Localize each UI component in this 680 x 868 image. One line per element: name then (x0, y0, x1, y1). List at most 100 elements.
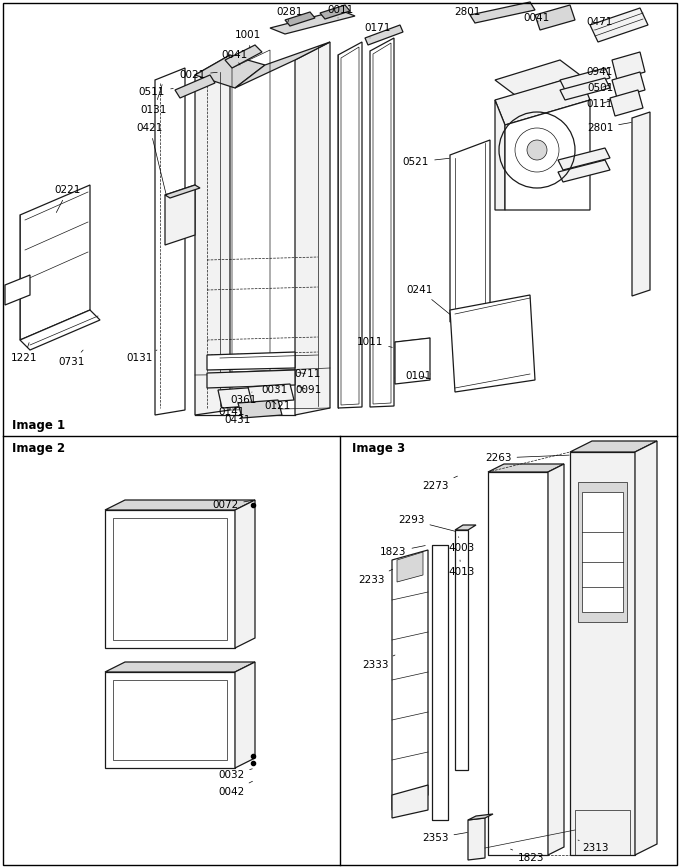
Text: 1823: 1823 (511, 849, 545, 863)
Text: 0072: 0072 (212, 500, 252, 510)
Polygon shape (392, 550, 428, 810)
Polygon shape (365, 25, 403, 45)
Polygon shape (225, 45, 262, 68)
Text: 0141: 0141 (219, 407, 245, 417)
Polygon shape (612, 52, 645, 80)
Text: 2263: 2263 (485, 453, 569, 463)
Polygon shape (578, 482, 627, 622)
Text: 0521: 0521 (403, 157, 449, 167)
Polygon shape (285, 12, 315, 26)
Text: 2801: 2801 (454, 7, 480, 17)
Polygon shape (338, 42, 362, 408)
Text: 0281: 0281 (277, 7, 303, 22)
Polygon shape (235, 500, 255, 648)
Polygon shape (20, 185, 90, 340)
Text: 2801: 2801 (587, 122, 631, 133)
Polygon shape (495, 75, 590, 125)
Text: 1221: 1221 (11, 343, 37, 363)
Text: 0501: 0501 (587, 83, 613, 93)
Polygon shape (470, 2, 535, 23)
Polygon shape (20, 310, 100, 350)
Text: 2273: 2273 (422, 477, 458, 491)
Polygon shape (505, 100, 590, 210)
Circle shape (527, 140, 547, 160)
Polygon shape (238, 400, 282, 418)
Text: 0101: 0101 (405, 371, 431, 381)
Polygon shape (560, 68, 610, 90)
Polygon shape (560, 78, 610, 100)
Polygon shape (468, 814, 493, 820)
Text: Image 2: Image 2 (12, 442, 65, 455)
Polygon shape (590, 8, 648, 42)
Text: 0042: 0042 (218, 781, 252, 797)
Text: 0241: 0241 (407, 285, 450, 314)
Text: 2333: 2333 (362, 655, 395, 670)
Text: 0711: 0711 (295, 369, 321, 379)
Polygon shape (105, 662, 255, 672)
Polygon shape (397, 552, 423, 582)
Polygon shape (207, 370, 295, 388)
Text: 0421: 0421 (137, 123, 167, 195)
Text: 0021: 0021 (179, 70, 217, 80)
Polygon shape (450, 295, 535, 392)
Text: 0731: 0731 (58, 350, 85, 367)
Text: Image 3: Image 3 (352, 442, 405, 455)
Polygon shape (432, 545, 448, 820)
Polygon shape (218, 387, 264, 408)
Polygon shape (105, 510, 235, 648)
Text: 0111: 0111 (587, 99, 613, 109)
Text: 4013: 4013 (448, 560, 475, 577)
Polygon shape (535, 5, 575, 30)
Polygon shape (165, 185, 195, 245)
Polygon shape (612, 72, 645, 98)
Polygon shape (635, 441, 657, 855)
Polygon shape (570, 452, 635, 855)
Text: 2293: 2293 (398, 515, 456, 531)
Polygon shape (488, 472, 548, 855)
Polygon shape (175, 75, 215, 98)
Polygon shape (582, 492, 623, 612)
Text: 2233: 2233 (358, 569, 392, 585)
Text: 2313: 2313 (578, 840, 609, 853)
Text: 0091: 0091 (295, 385, 321, 395)
Polygon shape (488, 464, 564, 472)
Polygon shape (270, 10, 355, 34)
Text: 0431: 0431 (225, 415, 251, 425)
Polygon shape (105, 672, 235, 768)
Polygon shape (165, 185, 200, 198)
Polygon shape (5, 275, 30, 305)
Polygon shape (235, 42, 330, 88)
Polygon shape (610, 90, 643, 116)
Text: 4003: 4003 (448, 536, 474, 553)
Text: 0941: 0941 (587, 67, 613, 77)
Polygon shape (105, 500, 255, 510)
Text: Image 1: Image 1 (12, 419, 65, 432)
Polygon shape (392, 785, 428, 818)
Text: 1001: 1001 (235, 30, 261, 48)
Polygon shape (495, 60, 580, 95)
Text: 0221: 0221 (55, 185, 81, 213)
Polygon shape (558, 148, 610, 170)
Polygon shape (195, 55, 230, 415)
Text: 0041: 0041 (221, 50, 247, 65)
Text: 1011: 1011 (357, 337, 392, 347)
Polygon shape (558, 160, 610, 182)
Polygon shape (248, 384, 294, 403)
Polygon shape (395, 338, 430, 384)
Polygon shape (320, 5, 350, 19)
Polygon shape (495, 100, 505, 210)
Polygon shape (295, 42, 330, 415)
Text: 2353: 2353 (422, 832, 467, 843)
Polygon shape (455, 530, 468, 770)
Text: 0121: 0121 (265, 401, 291, 411)
Text: 0471: 0471 (587, 17, 613, 30)
Polygon shape (632, 112, 650, 296)
Text: 0171: 0171 (364, 23, 391, 38)
Text: 0031: 0031 (261, 385, 287, 395)
Polygon shape (207, 352, 295, 370)
Text: 0511: 0511 (139, 87, 173, 97)
Text: 1823: 1823 (380, 546, 425, 557)
Polygon shape (235, 662, 255, 768)
Text: 0131: 0131 (126, 350, 157, 363)
Text: 0361: 0361 (231, 392, 257, 405)
